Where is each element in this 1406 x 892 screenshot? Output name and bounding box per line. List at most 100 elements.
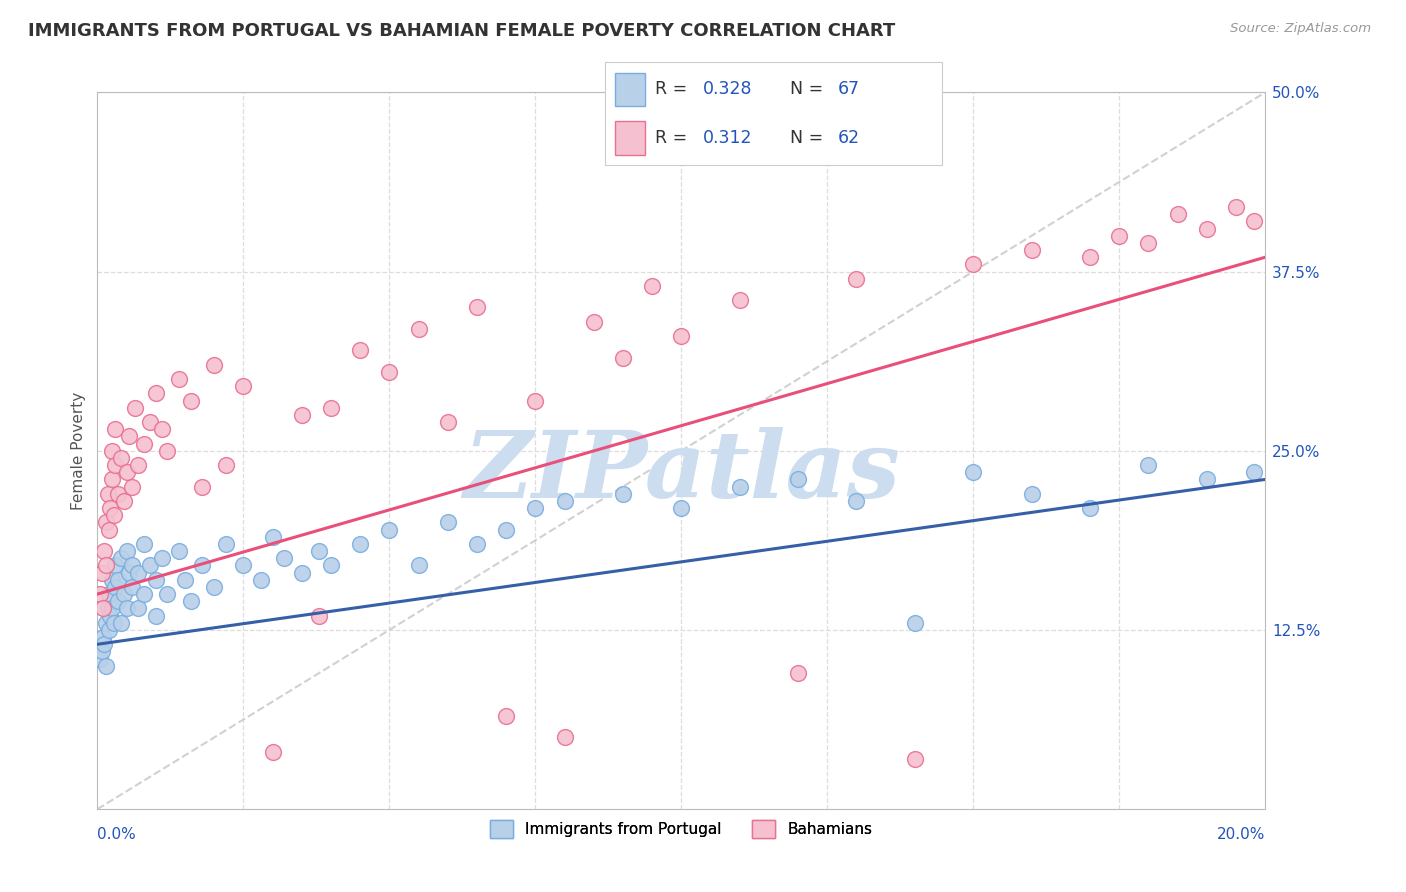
Text: 0.0%: 0.0% (97, 827, 136, 842)
Point (101, 443, 124, 458)
Point (408, 322, 430, 336)
Point (94, 558, 117, 573)
Point (107, 594, 129, 608)
Point (107, 573, 129, 587)
Point (139, 415, 162, 429)
Point (1108, 228, 1130, 243)
FancyBboxPatch shape (605, 62, 942, 165)
Point (671, 501, 693, 516)
Point (101, 601, 124, 615)
Point (127, 458, 149, 472)
Point (495, 523, 517, 537)
Point (215, 537, 238, 551)
Point (103, 508, 125, 523)
Point (612, 351, 634, 365)
Point (1167, 207, 1189, 221)
Point (124, 401, 146, 415)
Point (107, 487, 129, 501)
Point (1078, 250, 1101, 264)
Point (127, 601, 149, 615)
Point (150, 422, 173, 436)
Text: N =: N = (790, 80, 830, 98)
Point (728, 293, 751, 308)
Point (101, 573, 124, 587)
Point (1078, 501, 1101, 516)
Point (112, 587, 135, 601)
Text: ZIPatlas: ZIPatlas (463, 427, 900, 517)
Point (1225, 200, 1247, 214)
Point (121, 558, 143, 573)
Point (110, 615, 132, 630)
Point (115, 544, 138, 558)
Point (554, 494, 576, 508)
Point (232, 558, 254, 573)
Point (115, 601, 138, 615)
Point (524, 501, 547, 516)
Point (91, 630, 114, 644)
Point (904, 752, 927, 766)
Point (1021, 487, 1043, 501)
Point (180, 594, 202, 608)
FancyBboxPatch shape (614, 121, 645, 155)
Point (308, 544, 330, 558)
Point (132, 436, 155, 450)
Point (167, 544, 190, 558)
Point (89, 651, 111, 665)
Point (349, 343, 371, 358)
Point (94, 615, 117, 630)
Point (115, 465, 138, 479)
FancyBboxPatch shape (614, 73, 645, 106)
Point (139, 558, 162, 573)
Point (104, 422, 127, 436)
Text: IMMIGRANTS FROM PORTUGAL VS BAHAMIAN FEMALE POVERTY CORRELATION CHART: IMMIGRANTS FROM PORTUGAL VS BAHAMIAN FEM… (28, 22, 896, 40)
Point (118, 566, 141, 580)
Point (612, 487, 634, 501)
Point (495, 709, 517, 723)
Point (110, 450, 132, 465)
Point (582, 315, 605, 329)
Point (319, 558, 342, 573)
Text: 67: 67 (838, 80, 859, 98)
Point (1243, 214, 1265, 228)
Point (787, 665, 810, 680)
Point (104, 558, 127, 573)
Point (93, 544, 115, 558)
Point (1195, 221, 1218, 235)
Point (1243, 465, 1265, 479)
Point (465, 537, 488, 551)
Point (167, 372, 190, 386)
Text: 20.0%: 20.0% (1216, 827, 1265, 842)
Point (150, 551, 173, 566)
Legend: Immigrants from Portugal, Bahamians: Immigrants from Portugal, Bahamians (484, 814, 879, 845)
Text: N =: N = (790, 128, 830, 147)
Point (349, 537, 371, 551)
Point (118, 429, 141, 443)
Point (291, 566, 314, 580)
Point (962, 465, 984, 479)
Point (97, 601, 120, 615)
Point (94, 516, 117, 530)
Point (1137, 235, 1160, 250)
Point (378, 365, 401, 379)
Point (962, 257, 984, 271)
Point (291, 408, 314, 422)
Point (104, 458, 127, 472)
Point (232, 379, 254, 393)
Text: R =: R = (655, 80, 693, 98)
Point (104, 580, 127, 594)
Point (98, 587, 121, 601)
Point (308, 608, 330, 623)
Point (121, 580, 143, 594)
Point (408, 558, 430, 573)
Point (465, 301, 488, 315)
Point (202, 580, 225, 594)
Text: Source: ZipAtlas.com: Source: ZipAtlas.com (1230, 22, 1371, 36)
Point (250, 573, 273, 587)
Point (98, 501, 121, 516)
Point (89, 587, 111, 601)
Point (262, 745, 284, 759)
Point (91, 644, 114, 658)
Point (156, 587, 179, 601)
Point (641, 279, 664, 293)
Point (215, 458, 238, 472)
